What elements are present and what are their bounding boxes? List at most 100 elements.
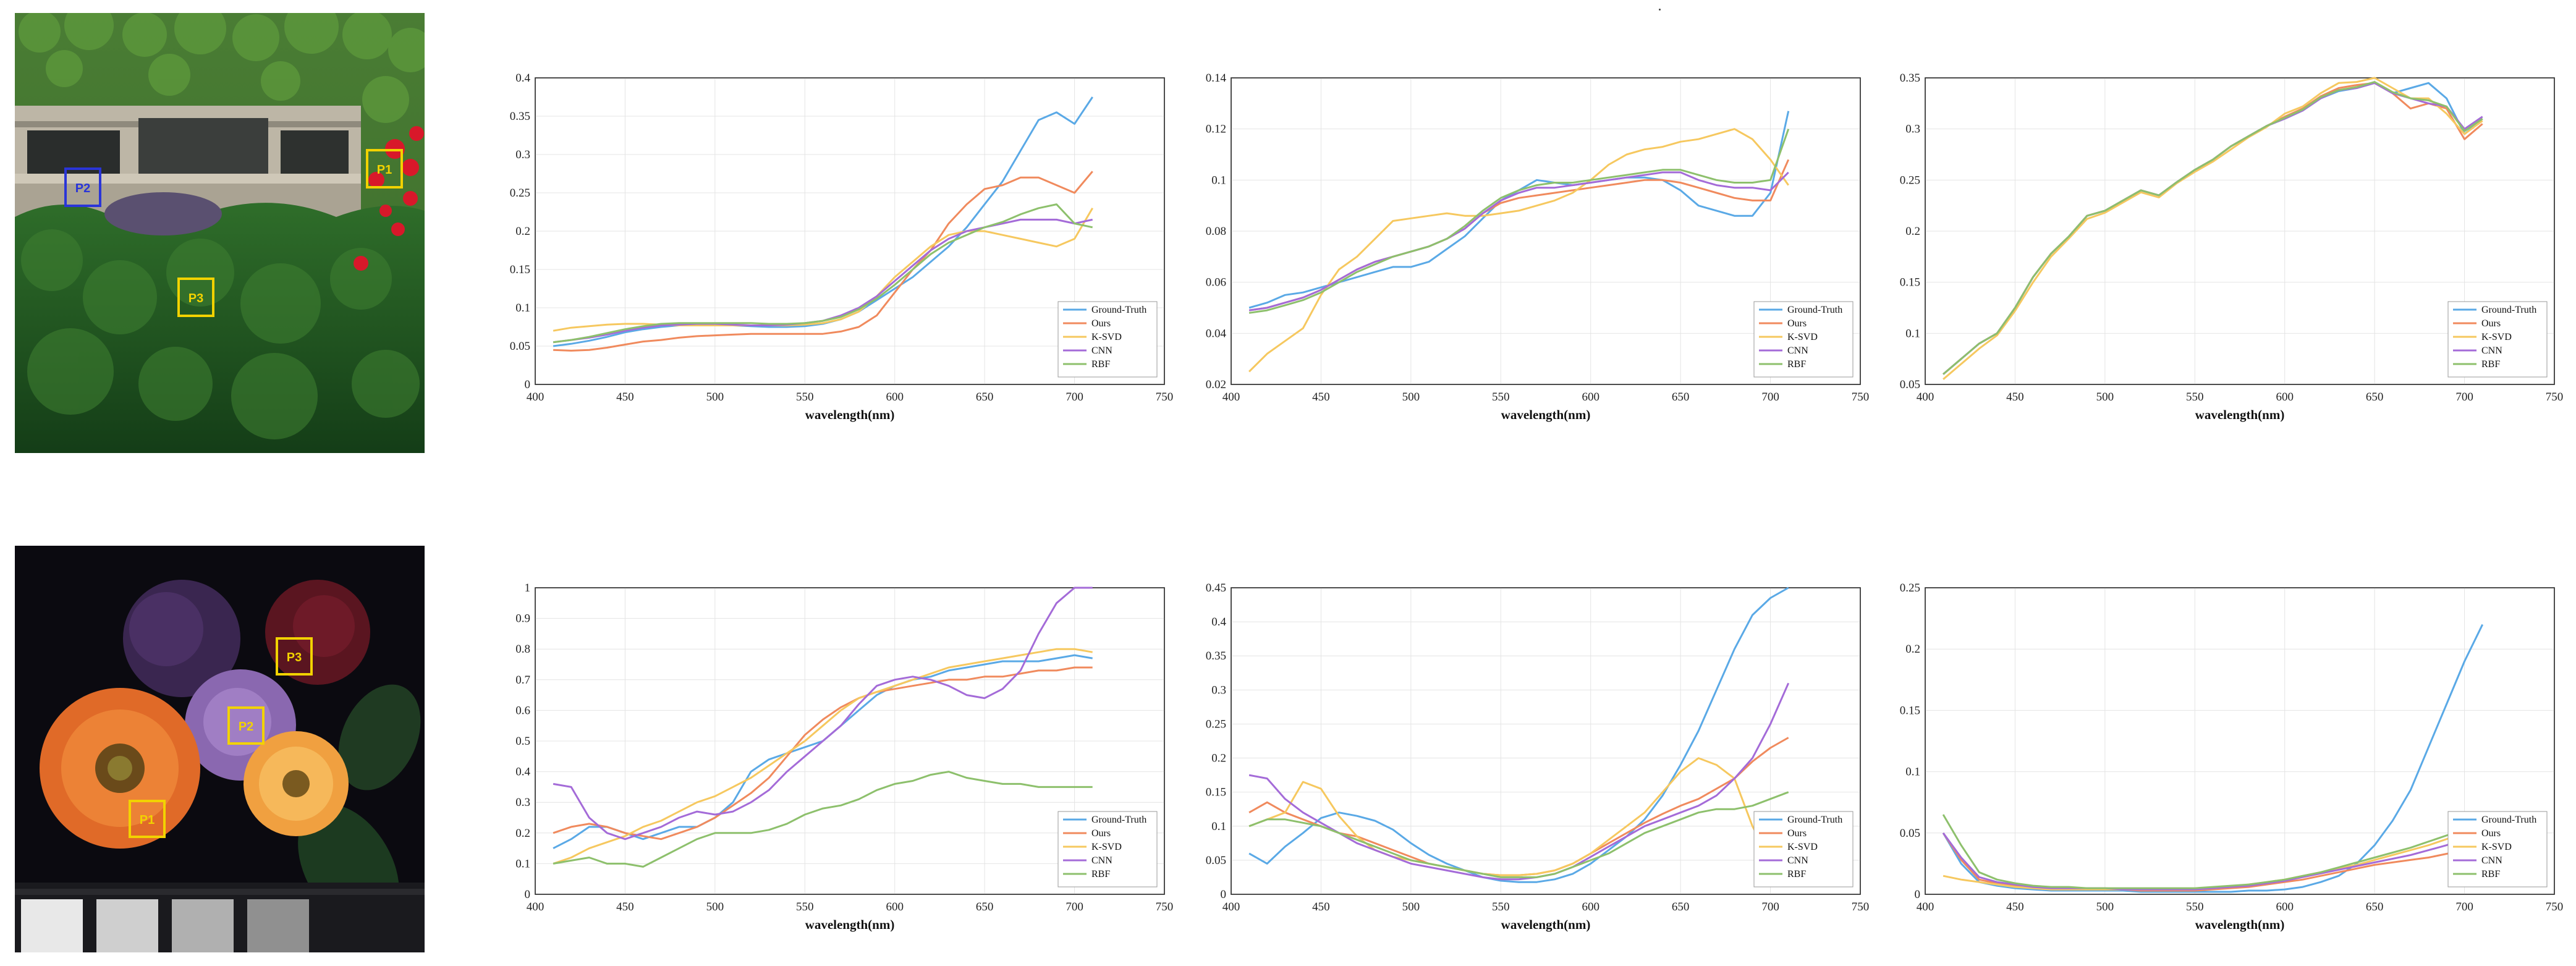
y-tick-label: 0.15	[1206, 786, 1226, 799]
series-line-rbf	[553, 203, 1093, 344]
legend-label: RBF	[1091, 869, 1110, 879]
y-tick-label: 0.14	[1206, 72, 1227, 85]
legend: Ground-Truth Ours K-SVD CNN RBF	[2447, 811, 2548, 888]
spectrum-chart-4: 0 0.1 0.2 0.3 0.4 0.5 0.6 0.7 0.8 0.9 1 400 450 500 55…	[498, 574, 1178, 939]
x-tick-label: 750	[2546, 900, 2564, 913]
series-line-rbf	[1943, 81, 2483, 375]
series-line-k-svd	[1248, 128, 1789, 373]
x-tick-label: 450	[616, 900, 634, 913]
chart-svg: 0 0.05 0.1 0.15 0.2 0.25 400 450 500 550 600 650 700…	[1900, 582, 2564, 932]
y-tick-label: 0.2	[515, 225, 530, 238]
x-tick-label: 550	[1492, 900, 1510, 913]
spectrum-chart-2: 0.02 0.04 0.06 0.08 0.1 0.12 0.14 400 450 500 550 6…	[1194, 64, 1874, 429]
x-tick-label: 650	[2366, 900, 2384, 913]
x-tick-label: 400	[1917, 391, 1934, 404]
x-tick-label: 600	[2276, 391, 2294, 404]
legend: Ground-Truth Ours K-SVD CNN RBF	[1753, 301, 1854, 378]
legend-label: Ours	[2481, 318, 2501, 329]
x-tick-label: 450	[2006, 900, 2024, 913]
plot-frame	[1231, 77, 1861, 385]
series-line-k-svd	[1943, 77, 2483, 380]
legend-label: K-SVD	[1787, 332, 1818, 342]
chart-svg: 0 0.05 0.1 0.15 0.2 0.25 0.3 0.35 0.4 400 450 500 55…	[510, 72, 1174, 422]
y-tick-label: 0.02	[1206, 378, 1226, 391]
legend-label: Ground-Truth	[2481, 305, 2536, 315]
y-tick-label: 0.1	[515, 857, 530, 870]
y-tick-label: 0.45	[1206, 582, 1226, 595]
y-tick-label: 0.3	[1905, 123, 1920, 136]
series-line-rbf	[1248, 129, 1790, 314]
plot-frame	[535, 77, 1165, 385]
y-tick-label: 0.06	[1206, 276, 1226, 289]
legend-label: Ground-Truth	[1787, 815, 1842, 825]
svg-text:P1: P1	[140, 813, 155, 827]
legend-label: RBF	[1787, 869, 1806, 879]
plot-frame	[1925, 587, 2555, 895]
x-tick-label: 750	[1852, 900, 1870, 913]
y-tick-label: 0.35	[1900, 72, 1920, 85]
y-tick-label: 0.04	[1206, 327, 1227, 340]
y-tick-label: 0.05	[1900, 378, 1920, 391]
x-tick-label: 750	[1156, 900, 1174, 913]
x-tick-label: 750	[1156, 391, 1174, 404]
legend-label: K-SVD	[1091, 332, 1122, 342]
y-tick-label: 0	[525, 888, 531, 901]
spectrum-chart-1: 0 0.05 0.1 0.15 0.2 0.25 0.3 0.35 0.4 400 450 500 55…	[498, 64, 1178, 429]
x-tick-label: 750	[2546, 391, 2564, 404]
x-axis-label: wavelength(nm)	[1501, 917, 1591, 932]
x-tick-label: 500	[706, 900, 724, 913]
y-tick-label: 0.1	[1905, 766, 1920, 779]
y-tick-label: 0.25	[1206, 718, 1226, 731]
y-tick-label: 0.1	[1905, 327, 1920, 340]
x-tick-label: 450	[1312, 391, 1330, 404]
y-tick-label: 0.25	[510, 187, 530, 200]
series-line-ground-truth	[1942, 624, 2484, 893]
svg-text:P1: P1	[377, 163, 392, 177]
y-tick-label: 0.05	[1900, 827, 1920, 840]
y-tick-label: 0.25	[1900, 174, 1920, 187]
x-tick-label: 550	[796, 900, 814, 913]
legend-label: CNN	[1091, 855, 1112, 866]
x-tick-label: 700	[1066, 900, 1083, 913]
x-tick-label: 600	[886, 391, 904, 404]
x-tick-label: 600	[2276, 900, 2294, 913]
x-tick-label: 600	[886, 900, 904, 913]
y-tick-label: 0	[1915, 888, 1921, 901]
y-tick-label: 0.4	[515, 72, 530, 85]
x-axis-label: wavelength(nm)	[2195, 917, 2285, 932]
y-tick-label: 0.2	[1211, 752, 1226, 765]
y-tick-label: 0.25	[1900, 582, 1920, 595]
legend: Ground-Truth Ours K-SVD CNN RBF	[1753, 811, 1854, 888]
x-tick-label: 400	[1222, 900, 1240, 913]
legend-label: RBF	[2481, 869, 2500, 879]
legend: Ground-Truth Ours K-SVD CNN RBF	[2447, 301, 2548, 378]
y-tick-label: 0.1	[515, 302, 530, 315]
y-tick-label: 0.15	[1900, 276, 1920, 289]
marker-p3: P3	[177, 278, 214, 317]
y-tick-label: 0.5	[515, 735, 530, 748]
x-tick-label: 550	[796, 391, 814, 404]
plot-frame	[1925, 77, 2555, 385]
series-line-ground-truth	[1248, 587, 1789, 883]
legend-label: CNN	[1091, 345, 1112, 356]
y-tick-label: 0.05	[1206, 854, 1226, 867]
x-axis-label: wavelength(nm)	[2195, 407, 2285, 422]
chart-svg: 0 0.05 0.1 0.15 0.2 0.25 0.3 0.35 0.4 0.45 400 450 5…	[1206, 582, 1870, 932]
legend-label: RBF	[1091, 359, 1110, 370]
x-tick-label: 650	[976, 900, 994, 913]
y-tick-label: 0.2	[1905, 225, 1920, 238]
legend-label: Ours	[1091, 318, 1111, 329]
x-tick-label: 700	[1761, 900, 1779, 913]
x-tick-label: 650	[2366, 391, 2384, 404]
series-line-k-svd	[1248, 757, 1789, 876]
chart-svg: 0 0.1 0.2 0.3 0.4 0.5 0.6 0.7 0.8 0.9 1 400 450 500 55…	[515, 582, 1174, 932]
x-tick-label: 500	[2096, 900, 2114, 913]
x-tick-label: 500	[706, 391, 724, 404]
series-line-ours	[553, 171, 1093, 352]
y-tick-label: 0.2	[515, 827, 530, 840]
y-tick-label: 0.3	[515, 148, 530, 161]
y-tick-label: 0.08	[1206, 225, 1226, 238]
legend-label: Ours	[2481, 828, 2501, 839]
series-line-cnn	[1248, 171, 1789, 311]
y-tick-label: 0.2	[1905, 643, 1920, 656]
